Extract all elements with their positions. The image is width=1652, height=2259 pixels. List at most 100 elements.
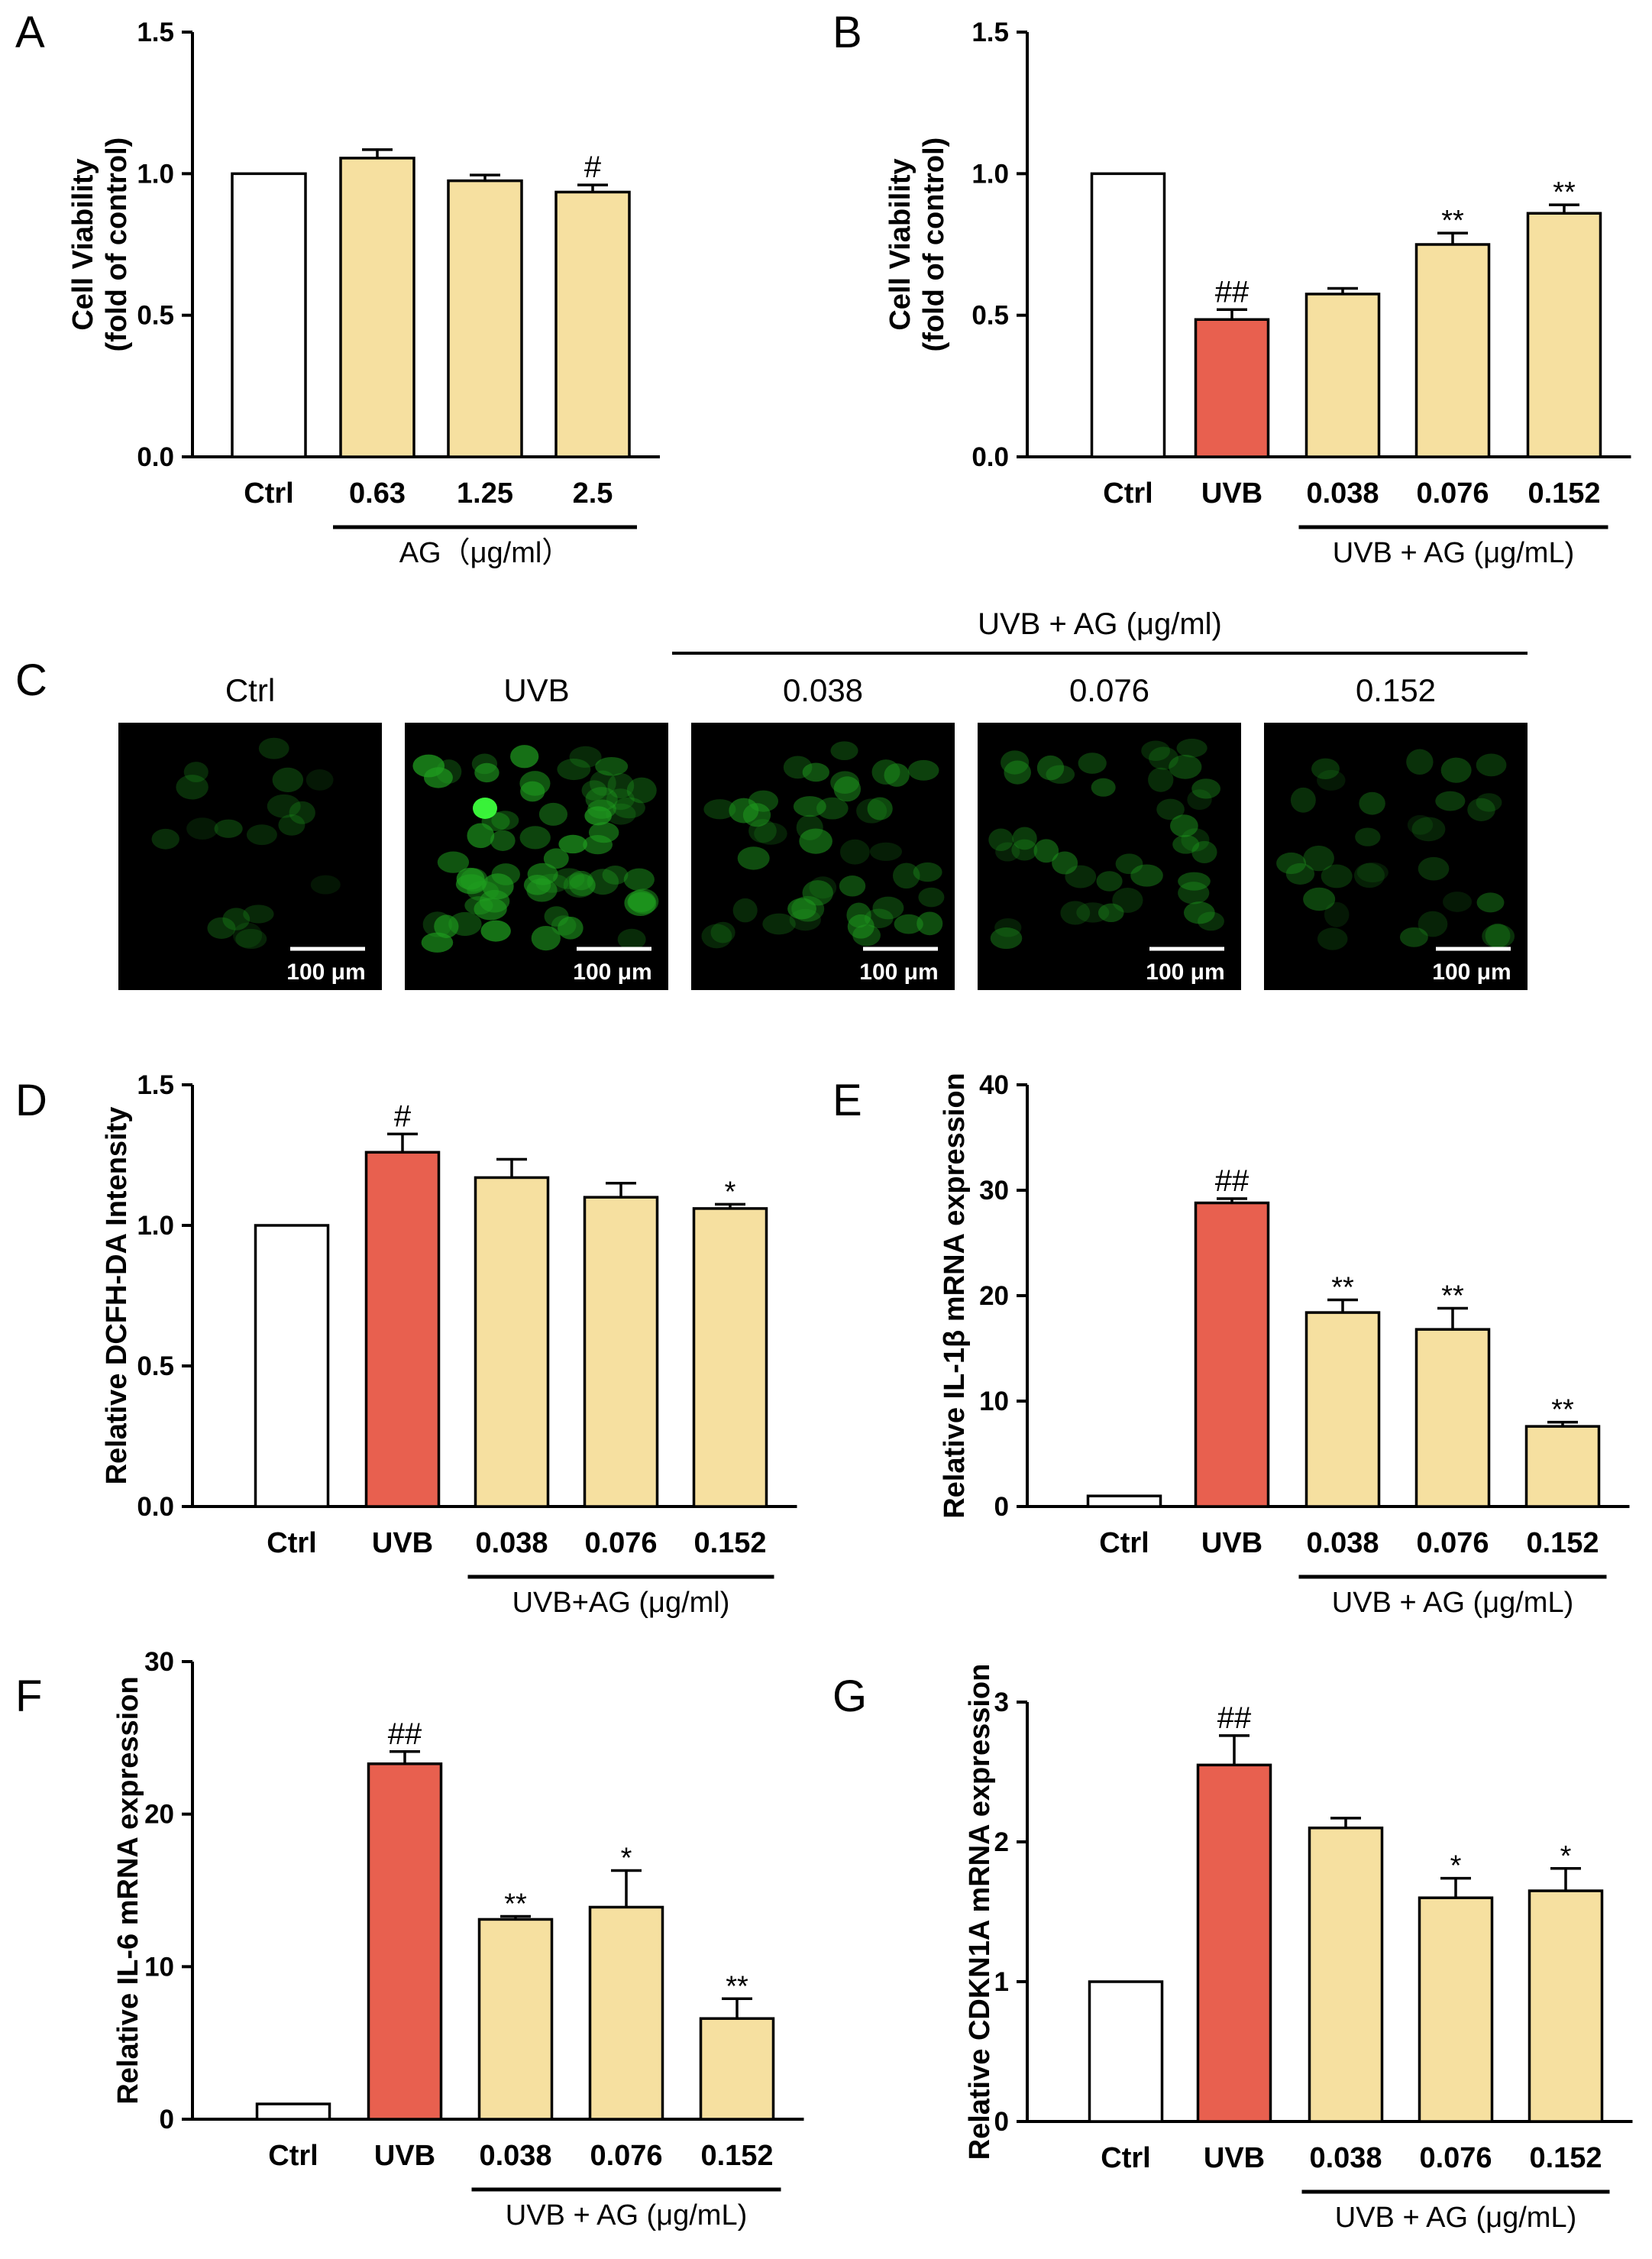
cell [871,759,900,785]
x-tick-label: UVB [1201,477,1262,510]
cell [557,759,591,781]
cell [623,868,655,891]
cell [272,767,304,793]
cell [1046,765,1075,784]
y-axis-label: Relative DCFH-DA Intensity [101,1107,133,1485]
cell [569,874,596,897]
significance-mark: ** [1441,1280,1464,1312]
group-label: UVB + AG (μg/ml) [978,607,1222,641]
cell [1149,746,1178,770]
cell [310,875,341,895]
micrograph-background [118,723,382,990]
significance-mark: ## [1215,275,1250,309]
bar [1526,212,1602,458]
cell [214,819,243,838]
x-tick-label: Ctrl [1103,477,1153,510]
significance-mark: ## [388,1717,422,1751]
bar [699,2017,775,2121]
bar [554,190,631,458]
cell [434,914,459,938]
y-tick-label: 0 [994,1492,1009,1522]
cell [867,797,893,820]
x-tick-label: UVB [1204,2142,1265,2174]
y-tick-label: 2 [994,1827,1009,1857]
bar [1414,243,1491,458]
scale-bar-label: 100 μm [1432,960,1511,985]
cell [907,759,939,781]
cell [1359,791,1385,815]
y-tick-label: 1 [994,1967,1009,1997]
cell [893,862,920,889]
bright-cell [473,798,497,819]
y-tick-label: 1.0 [137,159,174,189]
micrograph-label: 0.152 [1356,672,1436,708]
cell [1303,845,1334,872]
cell [568,870,593,891]
cell [742,803,771,827]
bar [474,1176,550,1508]
cell [558,834,587,854]
cell [602,866,629,885]
cell [606,803,636,825]
x-tick-label: 0.076 [1419,2142,1492,2174]
bar [1304,293,1381,458]
cell [1321,864,1353,888]
cell [913,862,942,882]
cell [474,762,499,783]
bar [1304,1311,1381,1508]
significance-mark: ** [504,1888,527,1920]
cell [1115,853,1143,875]
x-tick-label: Ctrl [268,2140,318,2172]
y-tick-label: 30 [979,1176,1009,1206]
cell [793,796,826,817]
micrograph: 0.076 100 μm [978,672,1241,990]
cell [1440,757,1472,783]
micrograph-label: 0.038 [783,672,863,708]
cell [1169,814,1198,837]
x-tick-label: UVB [1201,1527,1262,1559]
cell [590,770,616,796]
cell [990,927,1023,950]
cell [480,920,511,942]
cell [1187,789,1212,811]
bar [1418,1896,1494,2123]
cell [847,914,874,939]
cell [421,932,454,953]
micrograph-background [978,723,1241,990]
cell [222,908,251,930]
bar [588,1905,664,2121]
group-label: UVB + AG (μg/mL) [1335,2202,1577,2234]
significance-mark: * [1560,1840,1572,1872]
cell [1418,911,1448,937]
panel-letter: D [15,1076,47,1125]
y-tick-label: 1.5 [137,18,174,47]
cell [437,851,470,873]
cell [176,775,209,800]
y-tick-label: 1.5 [137,1070,174,1100]
cell [1181,828,1210,852]
cell [748,790,779,812]
cell [830,741,858,761]
bar [367,1762,443,2121]
significance-mark: ** [1551,1394,1574,1426]
bar [1194,318,1270,458]
bar [364,1151,441,1508]
y-axis-label: Relative IL-1β mRNA expression [939,1073,971,1519]
scale-bar-label: 100 μm [286,960,365,985]
group-label: AG（μg/ml） [399,537,571,569]
bar [254,1224,330,1508]
cell [809,876,837,899]
x-tick-label: Ctrl [267,1527,316,1559]
y-axis-label: (fold of control) [918,138,950,352]
cell [491,863,520,885]
micrograph-background [1264,723,1528,990]
cell [872,896,904,920]
cell [617,928,646,950]
chart-panel-b: B 0.0 0.5 1.0 1.5 Cell Viability (fold of cont… [832,8,1631,569]
cell [894,914,923,934]
cell [595,756,629,776]
cell [510,745,539,769]
significance-mark: ** [1331,1272,1354,1304]
cell [538,802,568,826]
